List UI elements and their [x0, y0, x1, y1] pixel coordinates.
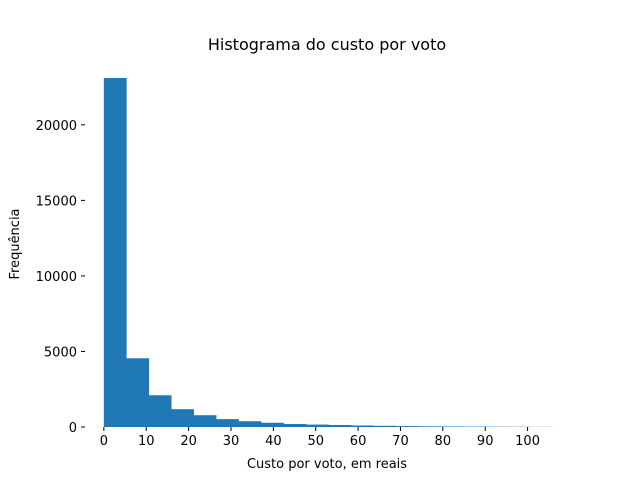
x-tick-label: 60 [350, 434, 367, 449]
x-tick-label: 0 [100, 434, 108, 449]
x-tick-label: 100 [515, 434, 540, 449]
histogram-bar [103, 78, 127, 428]
histogram-bar [126, 358, 150, 427]
histogram-bar [350, 425, 374, 427]
x-tick-label: 30 [223, 434, 240, 449]
x-tick-label: 80 [435, 434, 452, 449]
x-tick-label: 10 [138, 434, 155, 449]
histogram-bar [440, 426, 464, 427]
histogram-bar [148, 395, 172, 427]
y-axis: 0 5000 10000 15000 20000 [36, 119, 85, 436]
x-tick-label: 70 [392, 434, 409, 449]
histogram-bar [261, 422, 284, 427]
histogram-bar [283, 423, 307, 427]
histogram-bar [418, 426, 442, 427]
histogram-bar [305, 424, 329, 427]
histogram-bar [395, 426, 419, 427]
y-tick-label: 5000 [44, 345, 77, 360]
x-tick-label: 20 [180, 434, 197, 449]
x-tick-label: 40 [265, 434, 282, 449]
x-tick-label: 50 [307, 434, 324, 449]
chart-title: Histograma do custo por voto [208, 35, 446, 54]
histogram-bar [328, 425, 352, 427]
y-tick-label: 15000 [36, 194, 77, 209]
y-tick-label: 20000 [36, 119, 77, 134]
x-axis: 0 10 20 30 40 50 60 70 80 90 100 [100, 427, 540, 449]
histogram-bar [193, 415, 217, 427]
histogram-bar [216, 419, 239, 427]
histogram-bar [238, 421, 262, 427]
y-tick-label: 10000 [36, 270, 77, 285]
histogram-bar [171, 409, 194, 427]
histogram-bar [373, 425, 397, 427]
bars-group [103, 78, 554, 428]
x-tick-label: 90 [477, 434, 494, 449]
y-tick-label: 0 [69, 421, 77, 436]
x-axis-label: Custo por voto, em reais [247, 457, 407, 472]
y-axis-label: Frequência [8, 208, 23, 279]
